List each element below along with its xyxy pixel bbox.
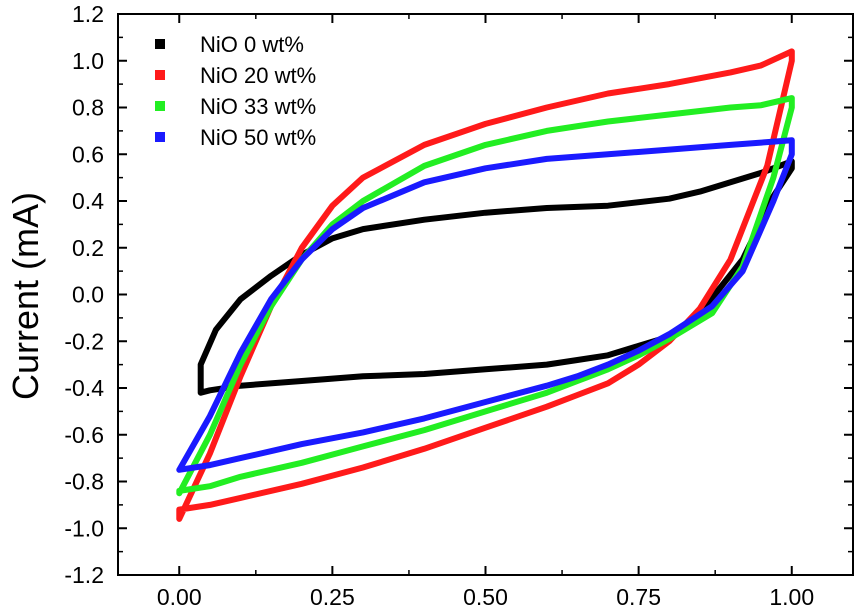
x-tick-label: 0.50 [463,584,508,610]
legend-swatch-1 [155,39,165,49]
legend-swatch-3 [155,101,165,111]
y-tick-label: -0.6 [64,422,104,448]
y-tick-label: -1.0 [64,515,104,541]
y-tick-label: -0.8 [64,469,104,495]
legend-label-3: NiO 33 wt% [200,94,316,119]
y-tick-label: 0.4 [72,188,104,214]
legend: NiO 0 wt% NiO 20 wt% NiO 33 wt% NiO 50 wt% [155,32,316,150]
x-tick-label: 0.00 [157,584,202,610]
x-axis-ticks: 0.00 0.25 0.50 0.75 1.00 [157,14,814,610]
series-line-4 [176,137,795,473]
y-axis-label: Current (mA) [5,192,46,400]
y-tick-label: -0.4 [64,375,104,401]
series-layer [176,48,795,522]
legend-swatch-2 [155,70,165,80]
x-tick-label: 0.75 [616,584,661,610]
series-line-1 [197,158,795,396]
y-tick-label: 1.2 [72,1,104,27]
legend-label-1: NiO 0 wt% [200,32,304,57]
x-tick-label: 0.25 [310,584,355,610]
y-tick-label: 0.6 [72,141,104,167]
legend-label-2: NiO 20 wt% [200,63,316,88]
legend-swatch-4 [155,132,165,142]
y-tick-label: -0.2 [64,328,104,354]
legend-label-4: NiO 50 wt% [200,125,316,150]
y-tick-label: 1.0 [72,48,104,74]
y-tick-label: 0.2 [72,235,104,261]
y-tick-label: 0.8 [72,95,104,121]
y-tick-label: 0.0 [72,282,104,308]
series-line-2 [176,48,795,522]
y-tick-label: -1.2 [64,562,104,588]
x-tick-label: 1.00 [769,584,814,610]
y-axis-ticks: -1.2 -1.0 -0.8 -0.6 -0.4 -0.2 0.0 0.2 0.4 0.6 0.8 1… [64,1,853,588]
